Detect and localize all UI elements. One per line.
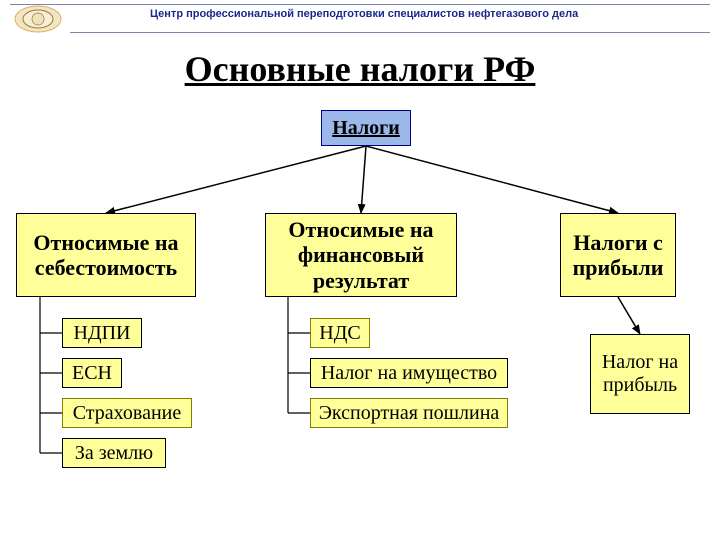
header-rule-top — [10, 4, 710, 5]
node-root: Налоги — [321, 110, 411, 146]
node-l_exp: Экспортная пошлина — [310, 398, 508, 428]
node-l_strah: Страхование — [62, 398, 192, 428]
node-l_imush: Налог на имущество — [310, 358, 508, 388]
node-cat_profit: Налоги с прибыли — [560, 213, 676, 297]
node-cat_cost: Относимые на себестоимость — [16, 213, 196, 297]
org-logo — [14, 4, 62, 34]
node-l_esn: ЕСН — [62, 358, 122, 388]
header-bar: Центр профессиональной переподготовки сп… — [0, 0, 720, 38]
node-l_zemlu: За землю — [62, 438, 166, 468]
node-l_ndpi: НДПИ — [62, 318, 142, 348]
node-cat_fin: Относимые на финансовый результат — [265, 213, 457, 297]
header-rule-bottom — [70, 32, 710, 33]
node-l_nds: НДС — [310, 318, 370, 348]
page-title: Основные налоги РФ — [0, 48, 720, 90]
header-text: Центр профессиональной переподготовки сп… — [150, 8, 710, 20]
node-l_nprib: Налог на прибыль — [590, 334, 690, 414]
